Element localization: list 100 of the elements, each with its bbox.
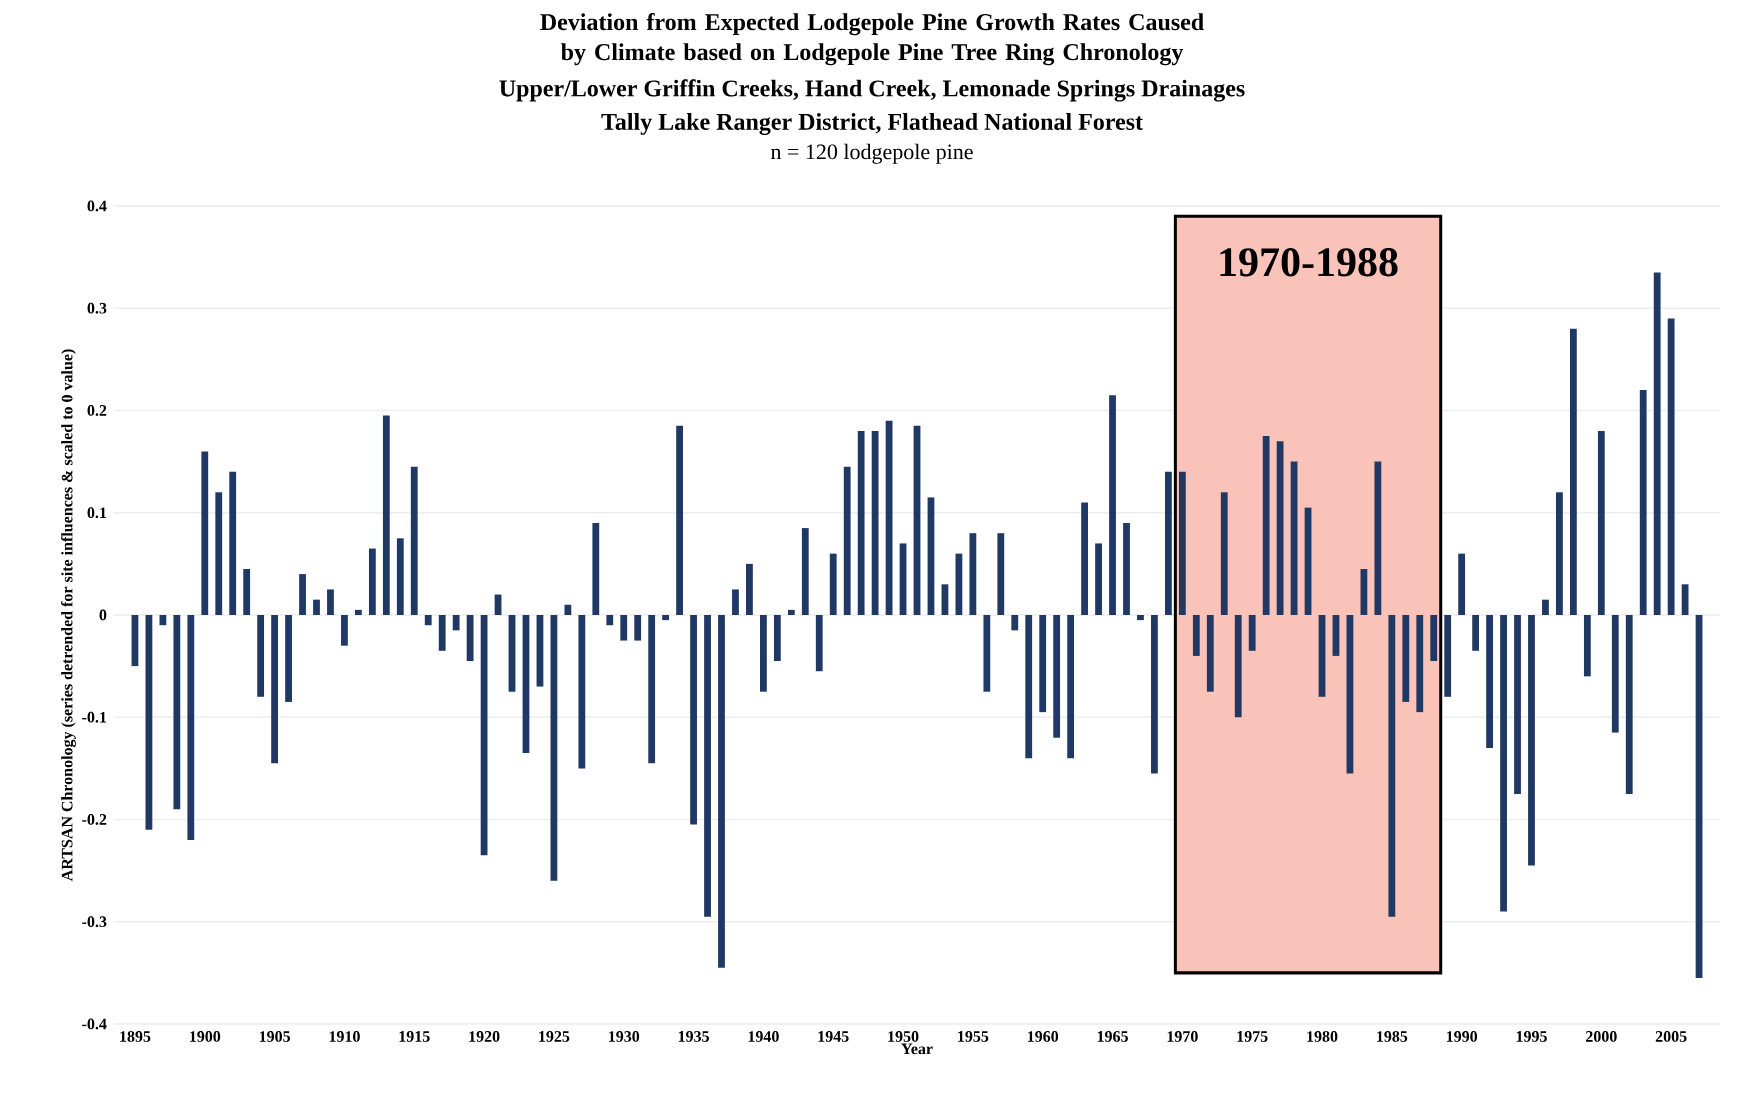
bar [368, 548, 376, 615]
y-tick-label: -0.3 [82, 916, 107, 928]
bar [1081, 502, 1088, 615]
bar [257, 615, 265, 697]
bar [354, 609, 362, 615]
bar [1639, 390, 1647, 615]
bar [676, 425, 683, 615]
bar [1388, 615, 1396, 917]
bar [382, 415, 390, 615]
bar [620, 615, 628, 641]
bar [787, 609, 795, 615]
x-tick-label: 1940 [748, 1031, 779, 1042]
bar [997, 533, 1005, 615]
bar [592, 522, 600, 615]
x-tick-label: 1970 [1167, 1031, 1198, 1042]
bar [1667, 318, 1675, 615]
bar [1653, 272, 1661, 615]
chart-title: Deviation from Expected Lodgepole Pine Growth Rates Caused by Climate based on Lodgepole Pine Tree Ring Chronology [540, 13, 1204, 66]
y-axis-title: ARTSAN Chronology (series detrended for site influences & scaled to 0 value) [61, 349, 76, 882]
bar [1011, 615, 1019, 631]
bar [1569, 328, 1577, 615]
x-tick-label: 1930 [609, 1031, 640, 1042]
x-tick-label: 1900 [190, 1031, 221, 1042]
bar [1374, 461, 1382, 615]
bar [690, 615, 697, 825]
y-tick-label: -0.4 [82, 1018, 107, 1030]
chart-subtitle: Upper/Lower Griffin Creeks, Hand Creek, Lemonade Springs Drainages [499, 79, 1245, 102]
bar [606, 615, 614, 626]
bar [1123, 522, 1130, 615]
x-tick-label: 2000 [1585, 1031, 1617, 1042]
bar [341, 615, 348, 646]
bar [718, 615, 725, 968]
bar [648, 615, 656, 764]
bar [983, 615, 991, 692]
bar [1164, 471, 1172, 615]
bar [1528, 615, 1535, 866]
x-tick-label: 2005 [1655, 1031, 1687, 1042]
bar [327, 589, 334, 615]
bar [1500, 615, 1507, 912]
bar [1556, 492, 1563, 615]
bar [1262, 436, 1270, 615]
bar [1458, 553, 1466, 615]
x-tick-label: 1895 [120, 1031, 151, 1042]
bar [1178, 471, 1186, 615]
bar [201, 451, 209, 615]
bar [746, 563, 753, 615]
x-tick-label: 1950 [888, 1031, 919, 1042]
bar [815, 615, 823, 672]
bar [1095, 543, 1102, 615]
bar [564, 604, 572, 615]
bar [871, 430, 879, 615]
bar [229, 471, 237, 615]
bar [759, 615, 767, 692]
band-label: 1970-1988 [1220, 248, 1398, 277]
bar [299, 574, 306, 615]
y-tick-label: 0.2 [87, 405, 107, 416]
bar [285, 615, 292, 702]
x-tick-label: 1920 [469, 1031, 500, 1042]
text: Tally Lake Ranger District, Flathead National Forest [601, 113, 1143, 135]
bar [1472, 615, 1480, 651]
bar [662, 615, 670, 621]
x-tick-label: 1955 [958, 1031, 989, 1042]
bar [187, 615, 195, 840]
x-tick-label: 1935 [678, 1031, 709, 1042]
x-tick-label: 1975 [1237, 1031, 1268, 1042]
bar [271, 615, 278, 764]
x-tick-label: 1945 [818, 1031, 849, 1042]
bar [1053, 615, 1061, 738]
bar [215, 492, 223, 615]
x-tick-label: 1905 [259, 1031, 291, 1042]
bar [773, 615, 781, 662]
bar [1192, 615, 1200, 656]
bar [1542, 599, 1549, 615]
bar [801, 528, 809, 615]
bar [843, 466, 851, 615]
bar [1025, 615, 1033, 759]
y-tick-label: 0.4 [87, 200, 107, 212]
bar [159, 615, 167, 626]
bar [1067, 615, 1075, 759]
bar [1402, 615, 1410, 702]
bar [1583, 615, 1591, 677]
bar [438, 615, 446, 651]
bar [1206, 615, 1214, 692]
y-tick-label: 0.3 [87, 302, 107, 314]
x-tick-label: 1925 [539, 1031, 570, 1042]
bar [452, 615, 460, 631]
bar [1276, 441, 1284, 615]
bar [173, 615, 181, 810]
bar [1444, 615, 1452, 697]
bar [1514, 615, 1521, 794]
bar [1486, 615, 1493, 748]
bar [829, 553, 837, 615]
bar [1109, 395, 1116, 615]
bar [1151, 615, 1158, 774]
bar [1234, 615, 1242, 718]
y-tick-label: -0.2 [82, 814, 107, 825]
bar [1039, 615, 1047, 713]
bar [1220, 492, 1228, 615]
bar [396, 538, 404, 615]
bar [243, 568, 251, 615]
